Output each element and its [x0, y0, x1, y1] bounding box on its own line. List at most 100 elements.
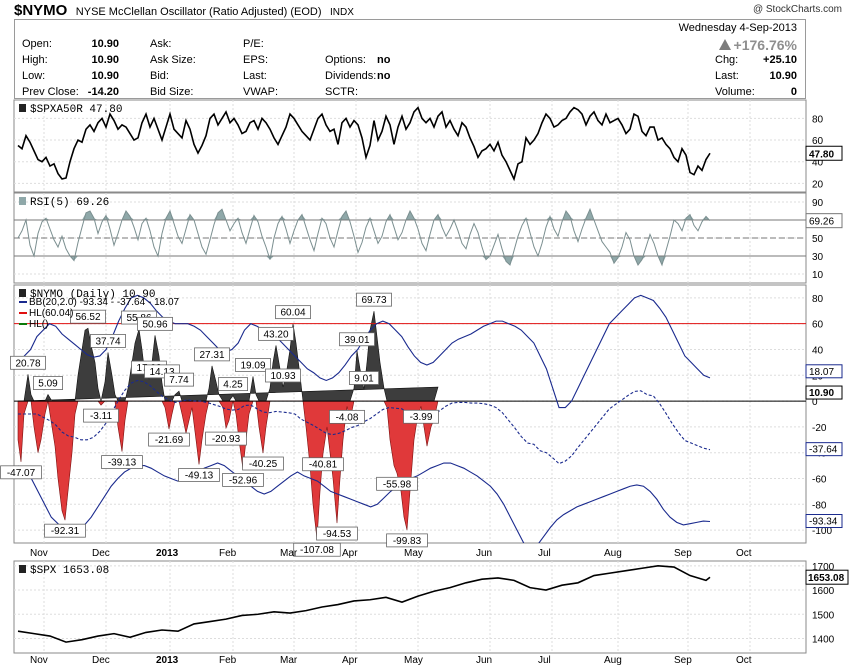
- pct-change: +176.76%: [718, 37, 797, 53]
- annotation-text: 56.52: [75, 312, 100, 323]
- nymo-value-annotation: -40.25: [242, 456, 284, 471]
- nymo-value-annotation: -94.53: [316, 526, 358, 541]
- rsi-label-text: RSI(5) 69.26: [30, 197, 109, 209]
- spx-series-line: [17, 565, 711, 643]
- pct-change-value: +176.76%: [733, 37, 797, 53]
- annotation-box: [316, 526, 358, 541]
- last-value: 10.90: [769, 70, 797, 82]
- y-tick-label-main: 40: [812, 346, 824, 357]
- annotation-text: -55.98: [383, 479, 412, 490]
- panel-frame-spxa: [13, 99, 807, 193]
- y-tick-label-spx: 1600: [812, 586, 835, 597]
- annotation-box: [403, 409, 439, 424]
- annotation-text: -92.31: [51, 526, 80, 537]
- options-value: no: [377, 54, 391, 66]
- annotation-text: -52.96: [229, 475, 258, 486]
- annotation-box: [0, 465, 42, 480]
- y-tick-label-main: 60: [812, 320, 824, 331]
- nymo-value-annotation: -107.08: [293, 542, 341, 557]
- x-axis-month-label: Oct: [736, 655, 752, 666]
- nymo-value-annotation: 43.20: [258, 326, 294, 341]
- nymo-last-box: [805, 364, 843, 379]
- spx-label-swatch: [19, 565, 26, 573]
- annotation-text: 60.04: [280, 308, 305, 319]
- x-axis-month-label: Feb: [219, 548, 237, 559]
- rsi-label-swatch: [19, 197, 26, 205]
- annotation-box: [235, 358, 271, 372]
- x-axis-month-label: Apr: [342, 655, 358, 666]
- y-tick-label-spx: 1500: [812, 610, 835, 621]
- dividends-value: no: [377, 70, 391, 82]
- nymo-value-annotation: -3.99: [403, 409, 439, 424]
- open-label: Open:: [22, 38, 52, 50]
- open-value: 10.90: [91, 38, 119, 50]
- x-axis-month-label: Apr: [342, 548, 358, 559]
- annotation-box: [83, 408, 119, 423]
- exchange-name: INDX: [330, 7, 354, 18]
- main-label-text: $NYMO (Daily) 10.90: [30, 289, 155, 301]
- up-triangle-icon: [718, 39, 731, 50]
- nymo-value-annotation: 27.31: [194, 347, 230, 362]
- spxa-label-text: $SPXA50R 47.80: [30, 104, 122, 116]
- x-axis-month-label: Jul: [538, 655, 551, 666]
- annotation-box: [293, 542, 341, 557]
- watermark: @ StockCharts.com: [752, 4, 842, 15]
- nymo-last-box: [805, 514, 843, 529]
- last-label: Last:: [715, 70, 739, 82]
- x-axis-month-label: Nov: [30, 655, 48, 666]
- nymo-last-box: [805, 442, 843, 457]
- x-axis-month-label: May: [404, 655, 423, 666]
- annotation-text: -21.69: [155, 435, 184, 446]
- sctr-label: SCTR:: [325, 86, 358, 98]
- annotation-text: -3.11: [90, 411, 112, 422]
- high-value: 10.90: [91, 54, 119, 66]
- annotation-box: [90, 334, 126, 348]
- quote-panel: Open: 10.90 High: 10.90 Low: 10.90 Prev …: [14, 19, 806, 99]
- nymo-value-annotation: -99.83: [386, 533, 428, 548]
- rsi-panel-label: RSI(5) 69.26: [19, 197, 109, 209]
- annotation-box: [339, 332, 375, 347]
- nymo-value-annotation: 4.25: [217, 377, 248, 392]
- rsi-last-value: 69.26: [809, 217, 834, 228]
- annotation-text: 19.09: [240, 360, 265, 371]
- bb-middle-line: [18, 379, 711, 465]
- nymo-value-annotation: 10.93: [265, 368, 301, 383]
- annotation-text: -49.13: [185, 470, 214, 481]
- annotation-box: [356, 292, 392, 307]
- bid-label: Bid:: [150, 70, 169, 82]
- last-label-mid: Last:: [243, 70, 267, 82]
- annotation-text: 9.01: [354, 373, 374, 384]
- nymo-value-annotation: 9.01: [348, 371, 379, 385]
- x-axis-month-label: Dec: [92, 548, 110, 559]
- nymo-value-annotation: -92.31: [44, 523, 86, 538]
- annotation-text: -94.53: [323, 529, 352, 540]
- annotation-text: 27.31: [199, 350, 224, 361]
- nymo-value-annotation: -20.93: [205, 431, 247, 446]
- annotation-text: 69.73: [361, 295, 386, 306]
- pe-label: P/E:: [243, 38, 264, 50]
- annotation-text: 39.01: [344, 335, 369, 346]
- x-axis-month-label: Aug: [604, 548, 622, 559]
- annotation-box: [70, 309, 106, 324]
- y-tick-label-main: -60: [812, 475, 827, 486]
- nymo-value-annotation: 37.74: [90, 334, 126, 348]
- rsi-series-line: [17, 207, 711, 267]
- panel-frame-spx: [13, 560, 807, 654]
- annotation-box: [376, 476, 418, 491]
- annotation-text: -40.81: [309, 460, 338, 471]
- high-label: High:: [22, 54, 48, 66]
- chart-title: $NYMO NYSE McClellan Oscillator (Ratio A…: [14, 2, 354, 20]
- rsi-last-box: [805, 213, 843, 229]
- volume-value: 0: [790, 86, 797, 98]
- annotation-box: [265, 368, 301, 383]
- x-axis-month-label: Sep: [674, 655, 692, 666]
- x-axis-month-label: Jun: [476, 655, 492, 666]
- nymo-value-annotation: -55.98: [376, 476, 418, 491]
- y-tick-label-main: 80: [812, 294, 824, 305]
- annotation-box: [194, 347, 230, 362]
- nymo-value-annotation: 50.96: [137, 316, 173, 331]
- options-label: Options:: [325, 54, 366, 66]
- nymo-value-annotation: 19.09: [235, 358, 271, 372]
- annotation-box: [148, 432, 190, 447]
